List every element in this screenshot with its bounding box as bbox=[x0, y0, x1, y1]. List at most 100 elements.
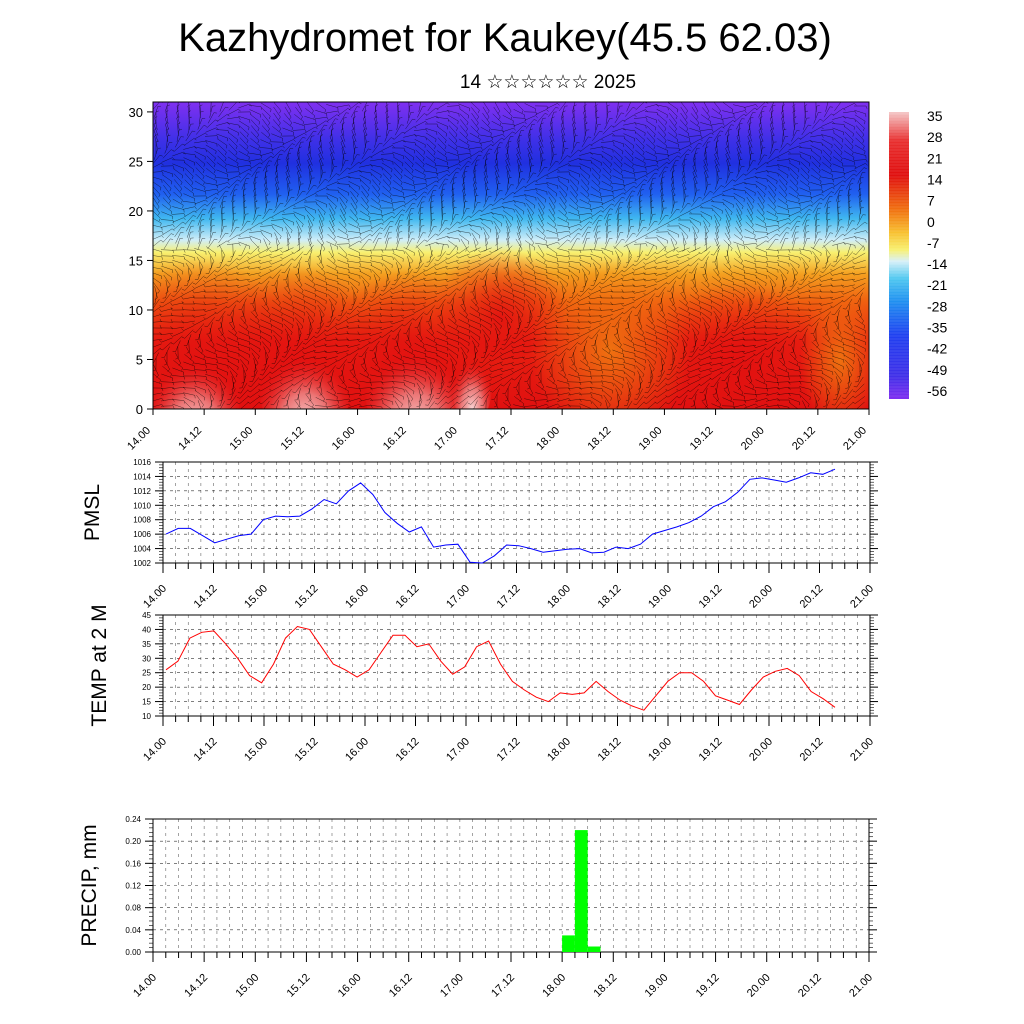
x-tick-label: 20.12 bbox=[798, 736, 826, 764]
x-tick-label: 14.12 bbox=[182, 972, 210, 1000]
x-tick-label: 20.12 bbox=[796, 972, 824, 1000]
y-tick-label: 0.24 bbox=[125, 815, 141, 824]
x-tick-label: 20.00 bbox=[747, 736, 775, 764]
x-tick-label: 15.00 bbox=[233, 972, 261, 1000]
colorbar-label: -42 bbox=[927, 341, 947, 357]
y-tick-label: 30 bbox=[129, 105, 143, 120]
colorbar-label: 0 bbox=[927, 214, 935, 230]
y-tick-label: 0.12 bbox=[125, 882, 141, 891]
x-tick-label: 20.12 bbox=[790, 425, 818, 453]
colorbar-label: -56 bbox=[927, 383, 947, 399]
y-tick-label: 1004 bbox=[133, 545, 151, 554]
y-tick-label: 0.04 bbox=[125, 926, 141, 935]
colorbar-label: -21 bbox=[927, 277, 947, 293]
x-tick-label: 17.12 bbox=[495, 736, 523, 764]
y-tick-label: 5 bbox=[136, 352, 143, 367]
x-tick-label: 18.00 bbox=[534, 425, 562, 453]
y-tick-label: 1010 bbox=[133, 501, 151, 510]
y-axis-label: TEMP at 2 M bbox=[88, 604, 111, 726]
x-tick-label: 15.00 bbox=[227, 425, 255, 453]
y-tick-label: 1008 bbox=[133, 516, 151, 525]
x-tick-label: 14.00 bbox=[141, 736, 169, 764]
x-tick-label: 16.12 bbox=[381, 425, 409, 453]
colorbar-ramp bbox=[889, 112, 909, 399]
warm-area bbox=[530, 260, 690, 409]
x-tick-label: 18.00 bbox=[540, 972, 568, 1000]
x-tick-label: 17.00 bbox=[444, 736, 472, 764]
colorbar: 35 28 21 14 7 0 -7 -14 -21 -28 -35 -42 -49 -56 bbox=[889, 108, 947, 399]
x-tick-label: 17.00 bbox=[444, 583, 472, 611]
hot-core bbox=[365, 330, 465, 409]
precip-bar bbox=[562, 935, 575, 952]
x-tick-label: 16.12 bbox=[394, 583, 422, 611]
x-tick-label: 15.12 bbox=[279, 425, 307, 453]
x-tick-label: 21.00 bbox=[841, 425, 869, 453]
x-tick-label: 18.12 bbox=[596, 583, 624, 611]
cross-section-panel: 0 5 10 15 20 25 30 14.00 14.12 15.00 15.12 16.00 16.… bbox=[125, 101, 870, 453]
x-tick-label: 15.12 bbox=[293, 583, 321, 611]
temp-panel: 10 15 20 25 30 35 40 45 14.00 14.12 15.00 15.12 16.0… bbox=[88, 604, 878, 764]
x-tick-label: 14.00 bbox=[131, 972, 159, 1000]
x-tick-label: 15.00 bbox=[242, 736, 270, 764]
y-tick-label: 1012 bbox=[133, 487, 151, 496]
x-tick-label: 20.00 bbox=[745, 972, 773, 1000]
y-tick-label: 35 bbox=[142, 640, 151, 649]
y-tick-label: 0.00 bbox=[125, 948, 141, 957]
x-tick-label: 21.00 bbox=[848, 736, 876, 764]
colorbar-label: -35 bbox=[927, 320, 947, 336]
y-tick-label: 10 bbox=[129, 303, 143, 318]
y-tick-label: 25 bbox=[129, 154, 143, 169]
precip-bar bbox=[574, 830, 588, 952]
warm-area bbox=[800, 290, 869, 409]
x-tick-label: 15.12 bbox=[285, 972, 313, 1000]
colorbar-label: -7 bbox=[927, 235, 940, 251]
y-tick-label: 0 bbox=[136, 402, 143, 417]
x-tick-label: 17.12 bbox=[483, 425, 511, 453]
colorbar-label: -14 bbox=[927, 256, 947, 272]
x-tick-label: 21.00 bbox=[847, 972, 875, 1000]
y-tick-label: 20 bbox=[129, 204, 143, 219]
x-tick-label: 16.12 bbox=[387, 972, 415, 1000]
pmsl-panel: 1002 1004 1006 1008 1010 1012 1014 1016 14.00 14.… bbox=[81, 458, 878, 611]
precip-panel: 0.00 0.04 0.08 0.12 0.16 0.20 0.24 14.00 14.12 15… bbox=[78, 815, 877, 1000]
chart-title: Kazhydromet for Kaukey(45.5 62.03) bbox=[178, 16, 832, 60]
x-tick-label: 18.12 bbox=[585, 425, 613, 453]
x-tick-label: 19.12 bbox=[697, 736, 725, 764]
y-tick-label: 1016 bbox=[133, 458, 151, 467]
colorbar-label: -28 bbox=[927, 298, 947, 314]
y-tick-label: 30 bbox=[142, 654, 151, 663]
x-tick-label: 18.12 bbox=[596, 736, 624, 764]
x-tick-label: 16.00 bbox=[330, 425, 358, 453]
colorbar-label: 28 bbox=[927, 129, 943, 145]
hot-core bbox=[452, 345, 492, 409]
chart-subtitle: 14 ☆☆☆☆☆☆ 2025 bbox=[459, 72, 637, 93]
y-axis-label: PMSL bbox=[81, 484, 104, 541]
x-tick-label: 16.12 bbox=[394, 736, 422, 764]
colorbar-bands bbox=[889, 113, 909, 397]
y-tick-label: 10 bbox=[142, 712, 151, 721]
pmsl-line bbox=[165, 468, 836, 564]
x-tick-label: 20.00 bbox=[739, 425, 767, 453]
x-tick-label: 20.12 bbox=[798, 583, 826, 611]
y-tick-label: 15 bbox=[142, 698, 151, 707]
x-tick-label: 19.00 bbox=[637, 425, 665, 453]
x-tick-label: 14.00 bbox=[141, 583, 169, 611]
x-tick-label: 19.12 bbox=[688, 425, 716, 453]
x-tick-label: 16.00 bbox=[343, 583, 371, 611]
y-tick-label: 15 bbox=[129, 253, 143, 268]
x-tick-label: 18.00 bbox=[545, 583, 573, 611]
colorbar-label: 35 bbox=[927, 108, 943, 124]
y-tick-label: 1002 bbox=[133, 559, 151, 568]
x-tick-label: 19.12 bbox=[694, 972, 722, 1000]
hot-core bbox=[260, 335, 350, 409]
y-tick-label: 25 bbox=[142, 669, 151, 678]
y-tick-label: 0.20 bbox=[125, 837, 141, 846]
y-tick-label: 45 bbox=[142, 611, 151, 620]
x-tick-label: 14.12 bbox=[176, 425, 204, 453]
precip-bar bbox=[587, 946, 601, 952]
y-axis-label: PRECIP, mm bbox=[78, 824, 101, 946]
x-tick-label: 19.12 bbox=[697, 583, 725, 611]
x-tick-label: 17.12 bbox=[495, 583, 523, 611]
colorbar-label: 7 bbox=[927, 193, 935, 209]
